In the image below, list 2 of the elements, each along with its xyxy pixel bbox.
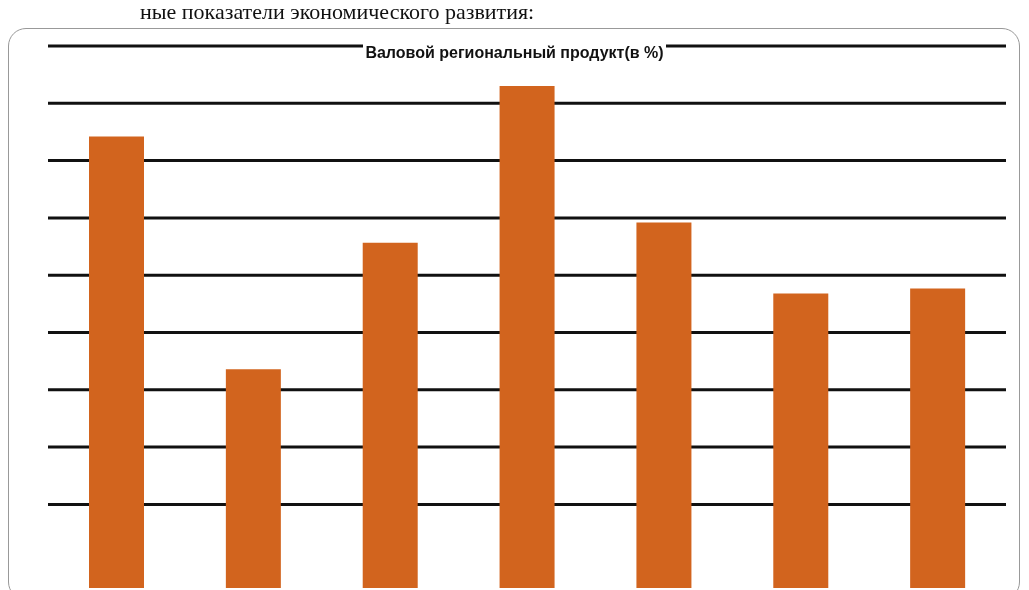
text: ные показатели экономического развития: — [140, 0, 535, 24]
chart-title: Валовой региональный продукт(в %) — [363, 44, 666, 61]
